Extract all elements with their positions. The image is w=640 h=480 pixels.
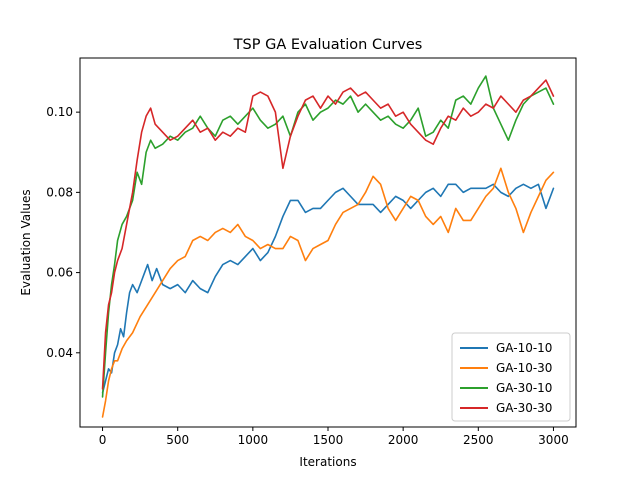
legend-label: GA-30-30	[496, 401, 552, 415]
legend-label: GA-10-10	[496, 341, 552, 355]
x-axis: 0 500 1000 1500 2000 2500 3000	[99, 427, 569, 447]
x-tick-label: 1500	[313, 433, 344, 447]
series-line-ga-30-30	[101, 79, 555, 390]
chart-title: TSP GA Evaluation Curves	[233, 37, 423, 53]
series-line-ga-10-30	[101, 167, 555, 418]
y-tick-label: 0.06	[46, 266, 73, 280]
x-tick-label: 2500	[463, 433, 494, 447]
legend-label: GA-10-30	[496, 361, 552, 375]
series-line-ga-30-10	[101, 75, 555, 398]
x-tick-label: 500	[166, 433, 189, 447]
y-tick-label: 0.08	[46, 185, 73, 199]
y-tick-label: 0.10	[46, 105, 73, 119]
x-tick-label: 2000	[388, 433, 419, 447]
legend-box	[451, 332, 571, 422]
x-tick-label: 1000	[238, 433, 269, 447]
y-axis: 0.04 0.06 0.08 0.10	[46, 105, 80, 360]
y-axis-label: Evaluation Values	[19, 189, 33, 295]
y-tick-label: 0.04	[46, 346, 73, 360]
legend-label: GA-30-10	[496, 381, 552, 395]
x-tick-label: 0	[99, 433, 107, 447]
legend: GA-10-10 GA-10-30 GA-30-10 GA-30-30	[451, 332, 571, 422]
x-axis-label: Iterations	[299, 455, 356, 469]
x-tick-label: 3000	[538, 433, 569, 447]
series-line-ga-10-10	[101, 183, 555, 394]
series-group	[101, 75, 555, 418]
